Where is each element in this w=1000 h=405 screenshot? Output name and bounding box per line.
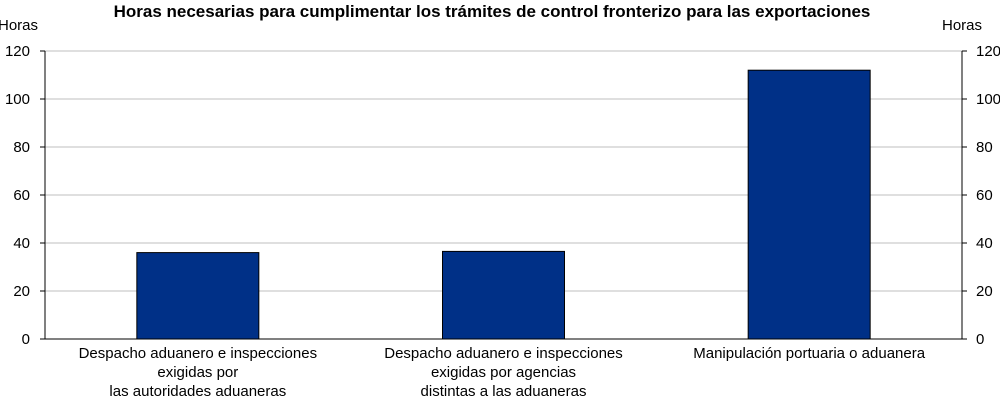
y-axis-label-right: Horas [942,17,982,34]
y-tick-label-left: 100 [5,91,30,108]
y-tick-label-left: 120 [5,43,30,60]
y-tick-label-left: 0 [22,331,30,348]
y-ticks-right: 0 20 40 60 80 100 120 [962,43,1000,348]
y-tick-label-right: 60 [976,187,993,204]
x-category-label: Manipulación portuaria o aduanera [693,345,925,362]
x-category-label: Despacho aduanero e inspecciones exigidas… [384,345,623,400]
x-category-label-line: Despacho aduanero e inspecciones [79,345,318,362]
bars [136,69,871,340]
x-category-label-line: distintas a las aduaneras [421,383,587,400]
y-tick-label-right: 20 [976,283,993,300]
y-tick-label-right: 80 [976,139,993,156]
bar [136,252,260,340]
x-category-label-line: exigidas por [157,364,238,381]
y-tick-label-right: 120 [976,43,1000,60]
y-tick-label-left: 60 [13,187,30,204]
x-categories: Despacho aduanero e inspecciones exigidas… [79,345,926,400]
bar [747,69,871,340]
y-tick-label-left: 80 [13,139,30,156]
y-tick-label-left: 40 [13,235,30,252]
x-category-label: Despacho aduanero e inspecciones exigidas… [79,345,318,400]
y-axis-label-left: Horas [0,17,38,34]
bar [442,250,565,340]
y-tick-label-right: 100 [976,91,1000,108]
x-category-label-line: exigidas por agencias [431,364,576,381]
y-tick-label-left: 20 [13,283,30,300]
x-category-label-line: Despacho aduanero e inspecciones [384,345,623,362]
x-category-label-line: las autoridades aduaneras [109,383,286,400]
y-tick-label-right: 0 [976,331,984,348]
y-tick-label-right: 40 [976,235,993,252]
x-category-label-line: Manipulación portuaria o aduanera [693,345,925,362]
chart-title: Horas necesarias para cumplimentar los t… [114,2,871,21]
y-ticks-left: 0 20 40 60 80 100 120 [5,43,45,348]
